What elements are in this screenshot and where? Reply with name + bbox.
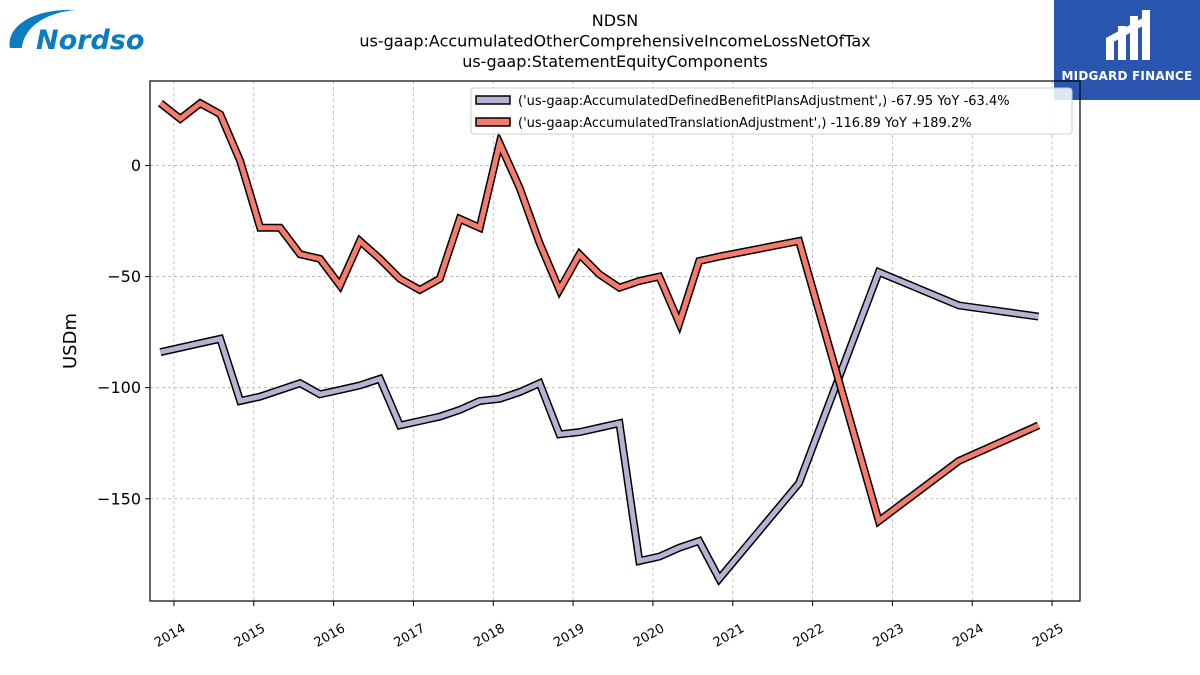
midgard-finance-logo: MIDGARD FINANCE: [1054, 0, 1200, 100]
legend-entry: ('us-gaap:AccumulatedTranslationAdjustme…: [518, 116, 972, 131]
x-tick-label: 2021: [711, 621, 747, 651]
series-lines: [157, 98, 1041, 586]
legend-entry: ('us-gaap:AccumulatedDefinedBenefitPlans…: [518, 94, 1010, 109]
x-tick-label: 2025: [1030, 621, 1066, 651]
nordson-logo-text: Nordson: [36, 25, 144, 56]
y-tick-label: −150: [97, 489, 141, 508]
chart-title-line: us-gaap:AccumulatedOtherComprehensiveInc…: [359, 32, 870, 51]
y-axis-label: USDm: [60, 313, 81, 369]
midgard-emblem-icon: [1106, 10, 1150, 60]
x-tick-label: 2018: [471, 621, 507, 651]
chart-title-line: us-gaap:StatementEquityComponents: [462, 52, 768, 71]
x-tick-label: 2020: [631, 621, 667, 651]
series-line-0: [159, 268, 1039, 584]
nordson-logo: Nordson: [4, 4, 164, 56]
legend-box: [470, 87, 1073, 135]
series-line-1: [158, 100, 1040, 526]
x-tick-label: 2014: [152, 621, 188, 651]
y-tick-label: −100: [97, 378, 141, 397]
x-tick-label: 2015: [232, 621, 268, 651]
x-tick-label: 2016: [312, 621, 348, 651]
grid-lines: [150, 81, 1080, 601]
legend-swatch: [475, 95, 511, 105]
legend: ('us-gaap:AccumulatedDefinedBenefitPlans…: [470, 87, 1073, 135]
plot-frame: [149, 80, 1081, 602]
x-tick-label: 2019: [551, 621, 587, 651]
midgard-finance-logo-text: MIDGARD FINANCE: [1061, 69, 1193, 83]
y-axis: 0 −50 −100 −150: [97, 156, 150, 508]
y-tick-label: 0: [131, 156, 141, 175]
x-tick-label: 2023: [871, 621, 907, 651]
chart-title: NDSN us-gaap:AccumulatedOtherComprehensiv…: [359, 11, 870, 71]
x-axis: 2014 2015 2016 2017 2018 2019 2020 2021 2022 2023…: [152, 601, 1066, 651]
x-tick-label: 2024: [950, 621, 986, 651]
legend-swatch: [475, 117, 511, 127]
chart-title-line: NDSN: [592, 11, 638, 30]
y-tick-label: −50: [107, 267, 141, 286]
series-line-outline-1: [157, 98, 1041, 528]
x-tick-label: 2022: [791, 621, 827, 651]
x-tick-label: 2017: [392, 621, 428, 651]
